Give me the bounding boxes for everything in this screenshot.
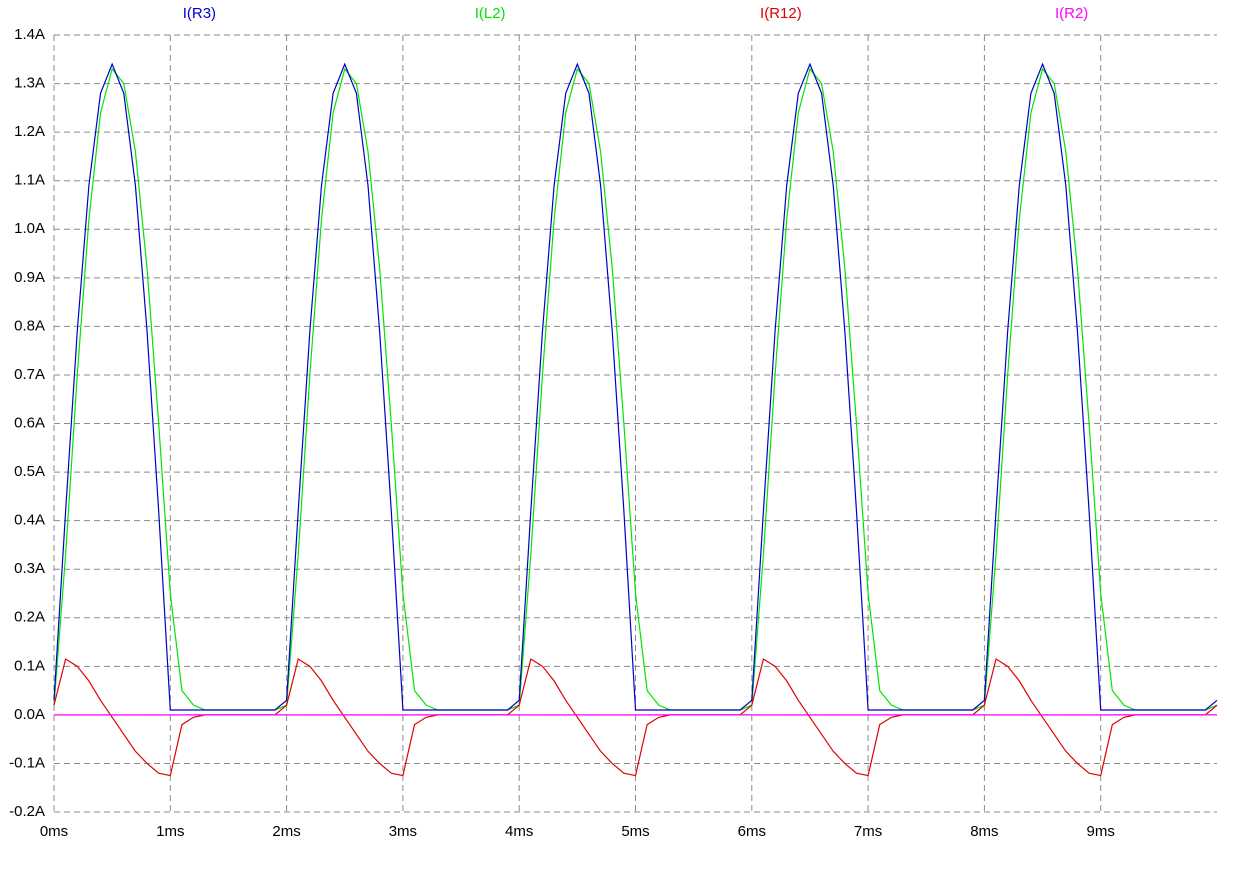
y-tick-label: -0.2A <box>9 803 45 820</box>
y-tick-label: 0.7A <box>14 366 45 383</box>
x-tick-label: 6ms <box>738 823 766 840</box>
y-tick-label: 0.2A <box>14 609 45 626</box>
y-tick-label: 0.6A <box>14 414 45 431</box>
y-tick-label: 0.9A <box>14 269 45 286</box>
y-tick-label: 1.2A <box>14 123 45 140</box>
y-tick-label: 0.8A <box>14 317 45 334</box>
legend-entry: I(R3) <box>183 5 216 22</box>
legend-entry: I(R2) <box>1055 5 1088 22</box>
x-tick-label: 3ms <box>389 823 417 840</box>
series-line <box>53 62 1218 711</box>
y-tick-label: 0.4A <box>14 512 45 529</box>
y-tick-label: 1.4A <box>14 26 45 43</box>
y-tick-label: 0.1A <box>14 657 45 674</box>
x-tick-label: 8ms <box>970 823 998 840</box>
legend-entry: I(R12) <box>760 5 802 22</box>
y-tick-label: 1.3A <box>14 75 45 92</box>
x-tick-label: 5ms <box>621 823 649 840</box>
legend-entry: I(L2) <box>475 5 506 22</box>
y-tick-label: 1.0A <box>14 220 45 237</box>
y-tick-label: 0.5A <box>14 463 45 480</box>
x-tick-label: 2ms <box>272 823 300 840</box>
y-tick-label: 0.0A <box>14 706 45 723</box>
x-tick-label: 7ms <box>854 823 882 840</box>
x-tick-label: 9ms <box>1087 823 1115 840</box>
x-tick-label: 4ms <box>505 823 533 840</box>
y-tick-label: 0.3A <box>14 560 45 577</box>
y-tick-label: -0.1A <box>9 754 45 771</box>
y-tick-label: 1.1A <box>14 172 45 189</box>
x-tick-label: 1ms <box>156 823 184 840</box>
x-tick-label: 0ms <box>40 823 68 840</box>
